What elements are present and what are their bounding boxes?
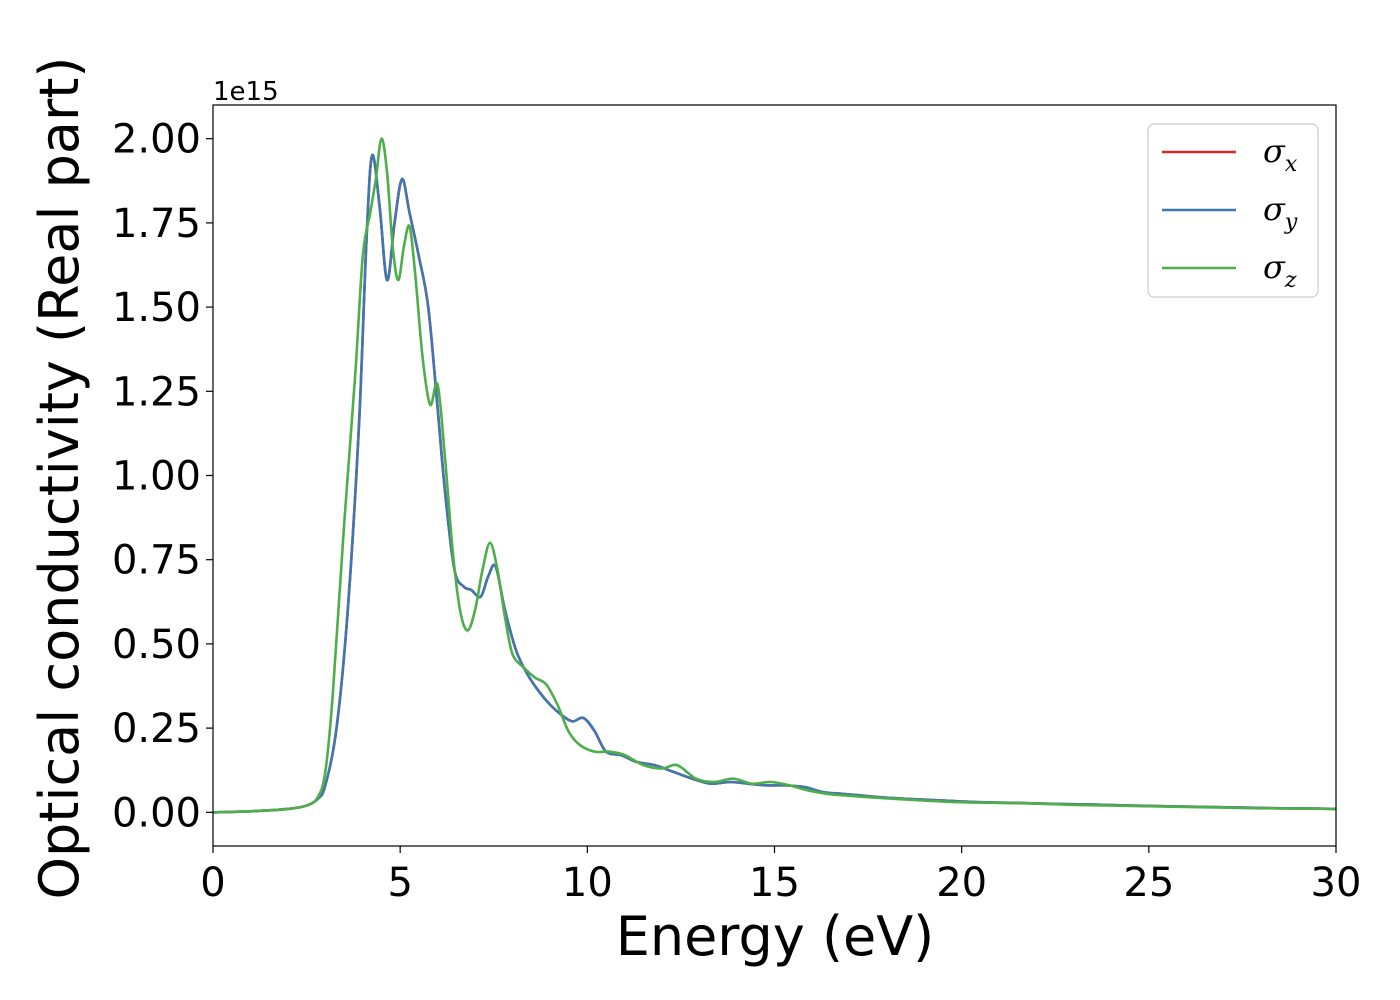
- y-axis-ticks: 0.00 0.25 0.50 0.75 1.00 1.25 1.50 1.75 2.00: [112, 117, 213, 836]
- y-tick-label: 1.25: [112, 369, 201, 415]
- y-tick-label: 0.00: [112, 790, 201, 836]
- x-axis-label: Energy (eV): [616, 905, 935, 968]
- y-tick-label: 1.75: [112, 201, 201, 247]
- legend-label-symbol: σ: [1263, 132, 1286, 170]
- x-tick-label: 25: [1123, 860, 1174, 906]
- series-lines: [212, 137, 1337, 814]
- legend-label-subscript: z: [1284, 268, 1297, 293]
- y-offset-label: 1e15: [213, 77, 279, 107]
- y-tick-label: 1.50: [112, 285, 201, 331]
- legend-label-symbol: σ: [1263, 190, 1286, 228]
- series-line-z: [212, 137, 1337, 814]
- x-tick-label: 20: [936, 860, 987, 906]
- y-tick-label: 0.25: [112, 706, 201, 752]
- x-tick-label: 10: [562, 860, 613, 906]
- y-tick-label: 1.00: [112, 454, 201, 500]
- y-tick-label: 0.75: [112, 538, 201, 584]
- y-axis-label: Optical conductivity (Real part): [28, 57, 91, 900]
- y-tick-label: 0.50: [112, 622, 201, 668]
- x-tick-label: 15: [749, 860, 800, 906]
- legend-label-z: σz: [1263, 248, 1297, 293]
- legend-label-x: σx: [1263, 132, 1298, 177]
- legend-label-subscript: x: [1285, 152, 1298, 177]
- y-tick-label: 2.00: [112, 117, 201, 163]
- x-tick-label: 5: [387, 860, 412, 906]
- legend-label-y: σy: [1263, 190, 1298, 235]
- x-tick-label: 0: [200, 860, 225, 906]
- legend-label-symbol: σ: [1263, 248, 1286, 286]
- x-tick-label: 30: [1311, 860, 1362, 906]
- x-axis-ticks: 0 5 10 15 20 25 30: [200, 846, 1361, 906]
- legend-label-subscript: y: [1284, 210, 1298, 235]
